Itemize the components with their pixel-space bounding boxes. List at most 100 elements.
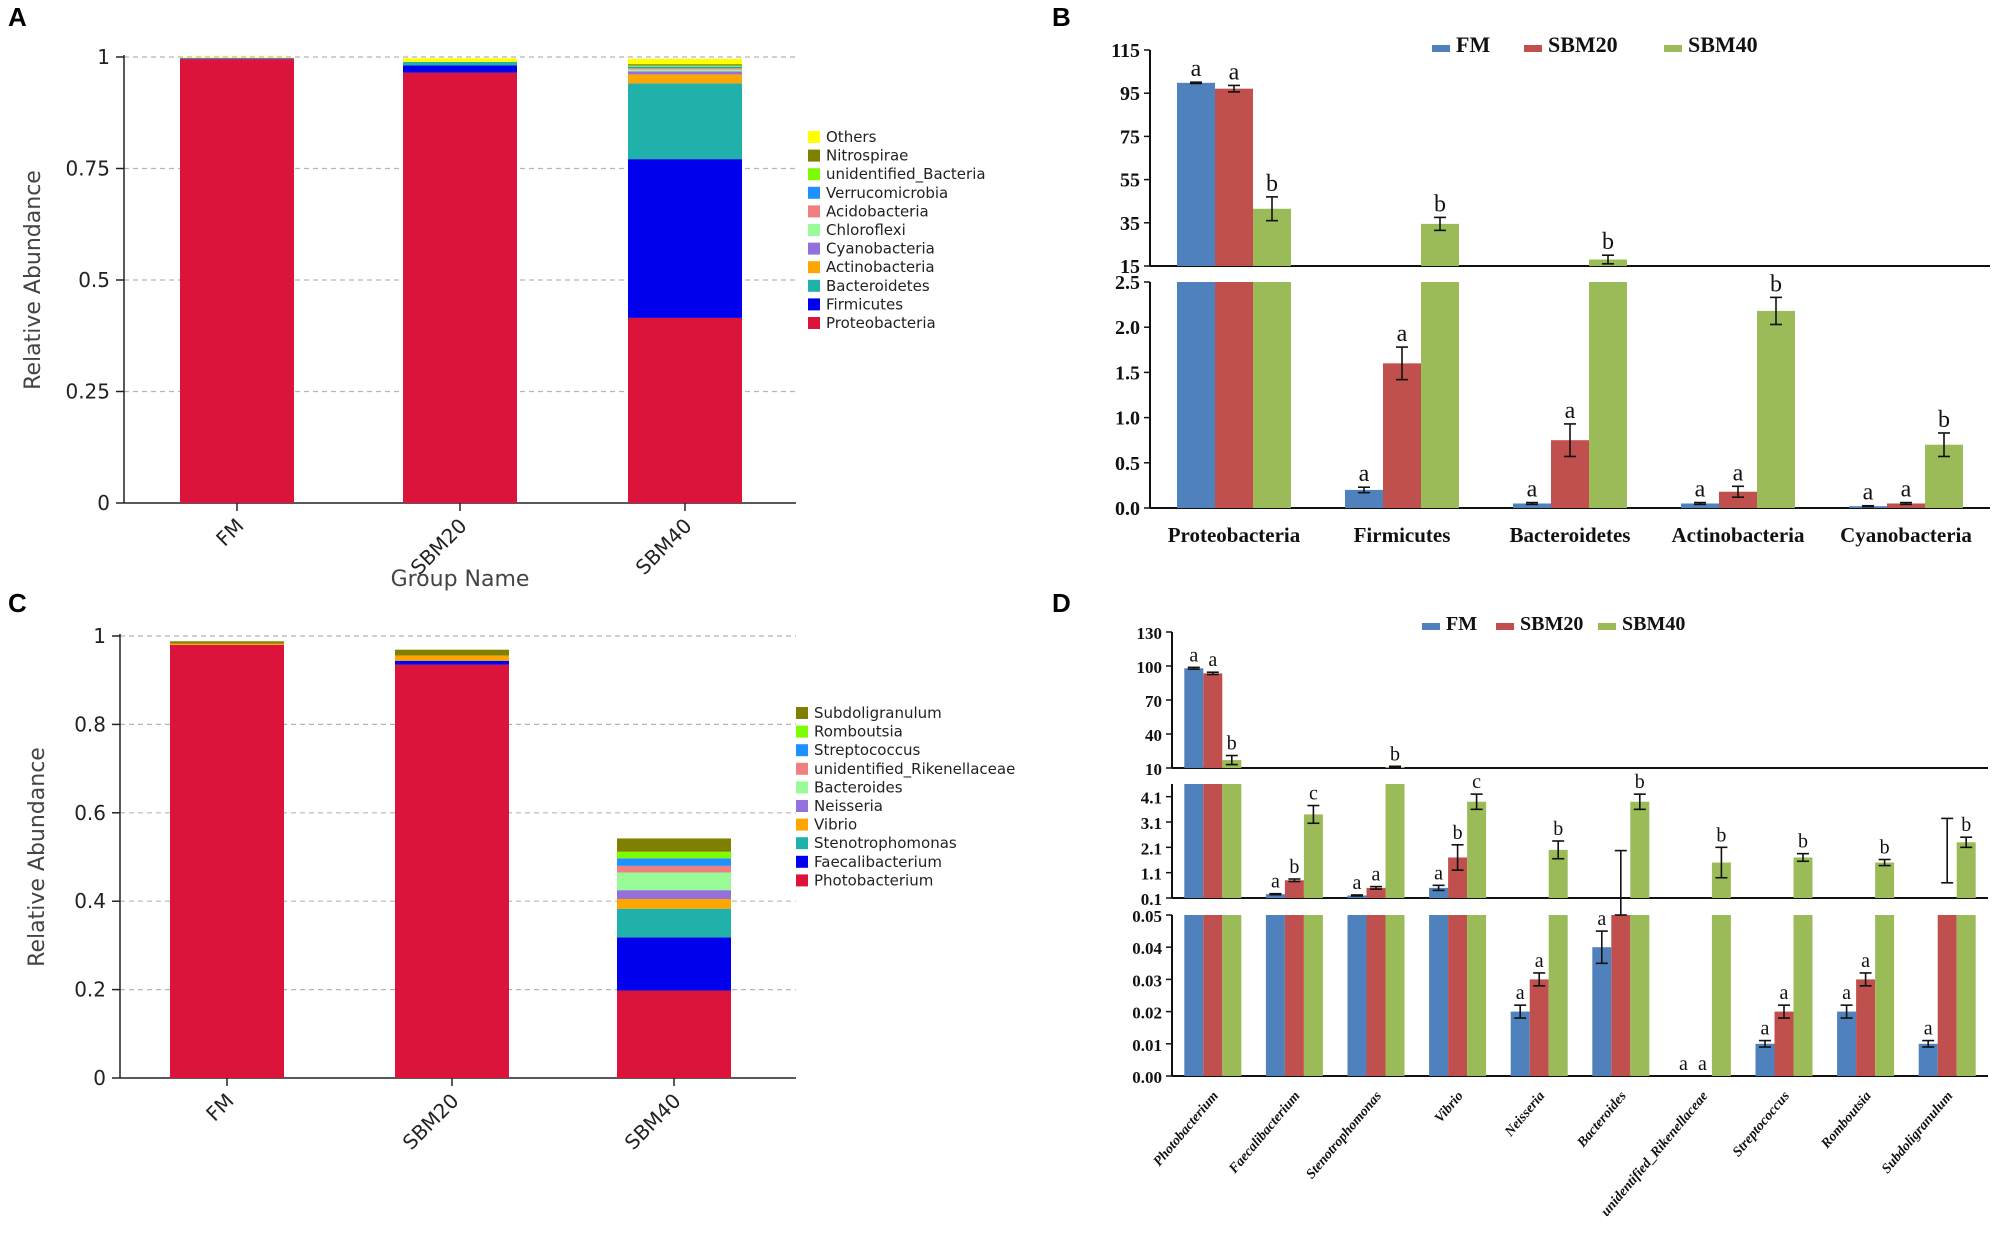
significance-letter: a [1780,982,1789,1004]
legend-label: Verrucomicrobia [826,184,948,202]
significance-letter: a [1516,982,1525,1004]
legend-label: SBM20 [1548,32,1618,57]
y-tick-label: 0 [97,491,110,515]
bar-segment-faecalibacterium [395,660,509,665]
bar-segment-bacteroides [617,872,731,891]
legend-swatch [796,800,808,812]
significance-letter: a [1597,908,1606,930]
bar-segment-faecalibacterium [617,937,731,991]
bar-sbm40 [1956,915,1976,1076]
bar-fm [1429,915,1449,1076]
bar-sbm20 [1203,784,1223,898]
x-category-label: Romboutsia [1818,1089,1875,1152]
legend-label: Nitrospirae [826,147,908,165]
bar-sbm20 [1448,915,1468,1076]
y-tick-label: 0.75 [65,157,110,181]
legend-label: FM [1446,613,1477,635]
panel-label-b: B [1052,2,1071,32]
bar-sbm20 [1529,979,1549,1076]
significance-letter: a [1271,871,1280,893]
bar-segment-firmicutes [628,159,742,318]
legend-swatch [1432,45,1450,52]
legend-label: Others [826,128,877,146]
legend-label: FM [1456,32,1490,57]
legend-swatch [1664,45,1682,52]
bar-sbm20 [1887,503,1925,508]
significance-letter: a [1527,477,1538,503]
x-category-label: Photobacterium [1151,1089,1222,1170]
bar-segment-vibrio [170,643,284,645]
legend-label: Streptococcus [814,741,920,759]
x-tick-label: SBM20 [398,1089,464,1155]
significance-letter: a [1353,872,1362,894]
y-tick-label: 2.1 [1141,839,1162,858]
bar-segment-cyanobacteria [628,71,742,75]
x-tick-label: SBM40 [620,1089,686,1155]
significance-letter: a [1189,644,1198,666]
y-tick-label: 2.0 [1115,317,1140,339]
legend-swatch [808,298,820,311]
bar-segment-others [180,57,294,59]
bar-fm [1681,503,1719,508]
legend-label: SBM40 [1688,32,1758,57]
bar-segment-proteobacteria [628,317,742,503]
significance-letter: b [1266,171,1278,197]
bar-sbm40 [1630,915,1650,1076]
legend-label: Photobacterium [814,871,933,889]
bar-fm [1345,489,1383,508]
significance-letter: a [1359,461,1370,487]
bar-sbm20 [1366,915,1386,1076]
bar-sbm20 [1203,915,1223,1076]
significance-letter: b [1453,822,1463,844]
bar-segment-others [403,58,517,62]
legend-swatch [808,261,820,274]
bar-fm [1184,668,1204,768]
y-tick-label: 35 [1120,213,1140,235]
legend-label: Stenotrophomonas [814,834,957,852]
legend-label: Vibrio [814,816,857,834]
legend-label: Actinobacteria [826,258,935,276]
bar-sbm40 [1467,801,1487,898]
bar-segment-verrucomicrobia [628,66,742,69]
legend-label: Subdoligranulum [814,704,942,722]
bar-sbm40 [1303,915,1323,1076]
significance-letter: a [1565,398,1576,424]
significance-letter: b [1938,407,1950,433]
bar-segment-subdoligranulum [617,838,731,852]
bar-sbm40 [1711,862,1731,898]
legend-label: Romboutsia [814,723,903,741]
bar-sbm40 [1548,915,1568,1076]
x-category-label: Neisseria [1502,1089,1549,1141]
x-category-label: Vibrio [1432,1089,1467,1126]
bar-segment-unidentified-rikenellaceae [617,865,731,873]
bar-sbm20 [1284,880,1304,898]
x-tick-label: SBM40 [631,514,697,580]
bar-segment-others [628,58,742,65]
legend-swatch [808,279,820,292]
bar-segment-acidobacteria [628,68,742,70]
y-tick-label: 75 [1120,126,1140,148]
significance-letter: b [1635,771,1645,793]
bar-sbm40 [1385,915,1405,1076]
x-tick-label: FM [201,1089,238,1126]
legend-swatch [796,818,808,831]
bar-segment-unidentified-bacteria [628,65,742,67]
significance-letter: a [1863,480,1874,506]
significance-letter: a [1397,321,1408,347]
legend-swatch [796,707,808,719]
bar-fm [1184,915,1204,1076]
x-category-label: Proteobacteria [1168,523,1301,547]
panel-c-stacked-bar-chart: 0 0.2 0.4 0.6 0.8 1 FM SBM20 SBM40 Relative Abund… [25,624,1015,1154]
legend-label: Chloroflexi [826,221,906,239]
legend-label: Faecalibacterium [814,853,942,871]
y-tick-label: 0.00 [1132,1068,1162,1087]
bar-fm [1513,503,1551,508]
bar-sbm20 [1448,857,1468,898]
legend-swatch [808,168,820,181]
y-tick-label: 115 [1111,40,1140,62]
bar-sbm20 [1719,491,1757,508]
bar-segment-subdoligranulum [170,641,284,644]
significance-letter: a [1861,950,1870,972]
bar-sbm40 [1467,915,1487,1076]
bar-segment-proteobacteria [180,59,294,503]
